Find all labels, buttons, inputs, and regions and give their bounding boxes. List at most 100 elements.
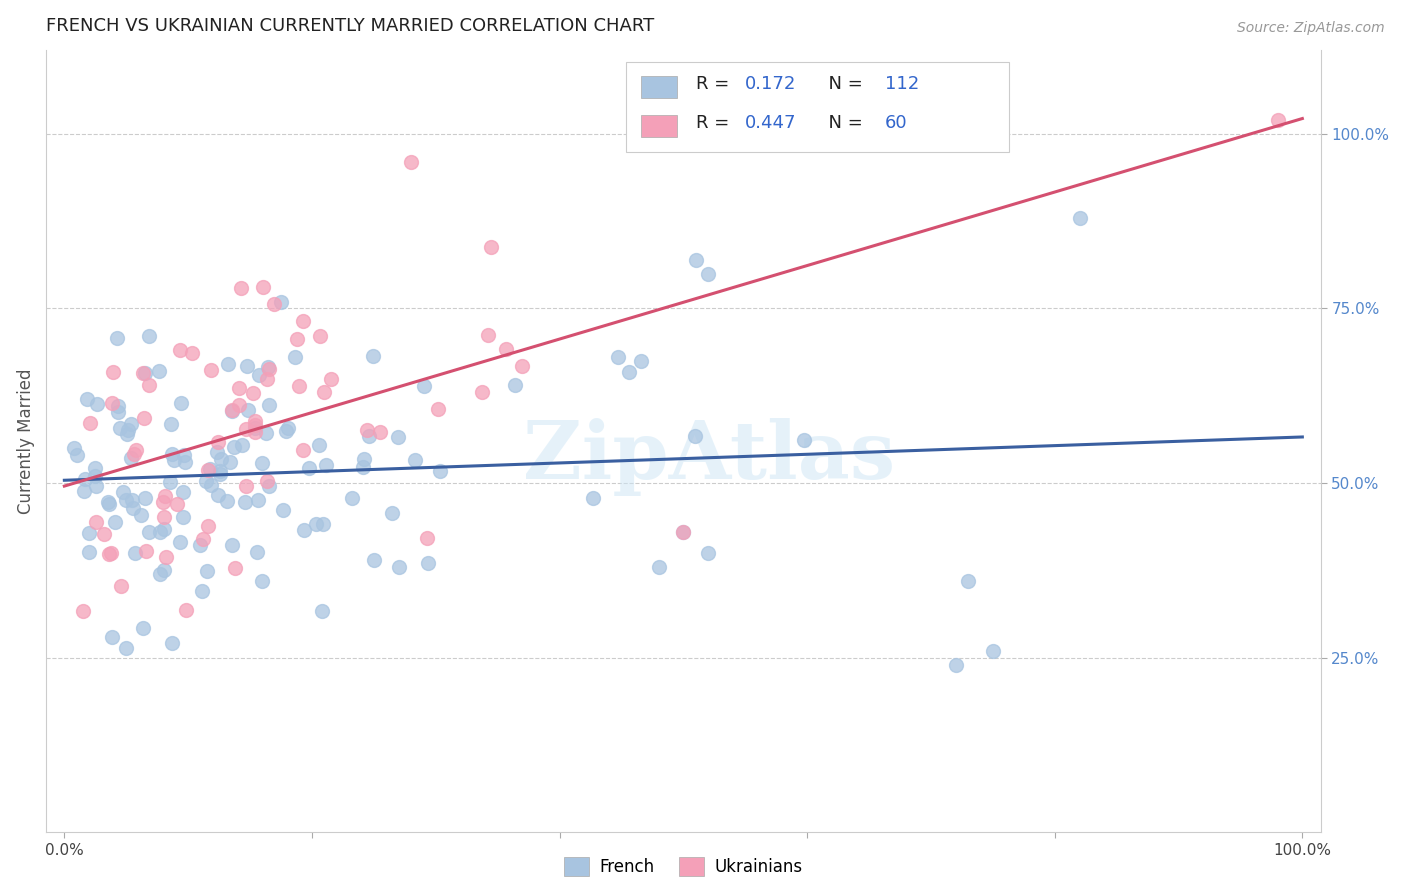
Point <box>120 450 142 465</box>
Point <box>163 452 186 467</box>
Point <box>98 497 121 511</box>
Text: ZipAtlas: ZipAtlas <box>523 417 894 496</box>
Text: N =: N = <box>817 75 869 93</box>
Point <box>257 398 280 412</box>
Text: 112: 112 <box>884 75 920 93</box>
Point <box>84 460 107 475</box>
Point <box>98 547 121 561</box>
Point <box>321 372 343 386</box>
Point <box>86 397 108 411</box>
Point <box>404 452 426 467</box>
Point <box>152 495 174 509</box>
Point <box>243 425 266 439</box>
Point <box>77 545 100 559</box>
Point <box>427 402 450 417</box>
Point <box>236 359 259 373</box>
Point <box>416 532 439 546</box>
Point <box>311 604 333 618</box>
Point <box>221 404 243 418</box>
Point <box>200 477 222 491</box>
Point <box>235 421 257 435</box>
Point <box>246 545 269 559</box>
Point <box>153 510 176 524</box>
Point <box>138 329 160 343</box>
Point <box>155 549 177 564</box>
Point <box>257 362 280 376</box>
Point <box>129 508 152 522</box>
Point <box>93 527 115 541</box>
Point <box>291 442 314 457</box>
Point <box>63 441 86 455</box>
Point <box>132 621 155 635</box>
Point <box>107 331 129 345</box>
Point <box>298 461 321 475</box>
Point <box>138 378 160 392</box>
Point <box>582 491 605 506</box>
Bar <box>641 115 676 136</box>
Point <box>122 447 145 461</box>
Point <box>238 402 260 417</box>
Point <box>180 346 202 360</box>
Point <box>135 544 157 558</box>
Point <box>152 522 174 536</box>
Point <box>159 475 181 490</box>
Point <box>305 517 328 532</box>
Point <box>110 578 132 592</box>
Point <box>160 636 183 650</box>
Point <box>647 559 669 574</box>
Point <box>207 444 229 458</box>
Point <box>172 485 194 500</box>
Text: R =: R = <box>696 114 735 132</box>
Point <box>169 343 191 357</box>
Point <box>191 584 214 599</box>
Text: Source: ZipAtlas.com: Source: ZipAtlas.com <box>1237 21 1385 35</box>
Point <box>619 365 641 379</box>
Point <box>250 456 273 470</box>
Text: R =: R = <box>696 75 735 93</box>
Point <box>121 492 143 507</box>
Point <box>73 483 96 498</box>
Point <box>257 359 280 374</box>
Point <box>471 385 494 400</box>
Point <box>195 564 218 578</box>
Point <box>100 396 122 410</box>
Point <box>231 438 253 452</box>
Point <box>219 455 242 469</box>
Point <box>246 493 269 508</box>
Point <box>166 497 188 511</box>
Y-axis label: Currently Married: Currently Married <box>17 368 35 514</box>
Point <box>312 516 335 531</box>
Point <box>97 495 120 509</box>
Point <box>79 416 101 430</box>
Point <box>84 469 107 483</box>
Point <box>252 279 274 293</box>
Point <box>243 417 266 432</box>
Point <box>277 421 299 435</box>
Point <box>72 604 94 618</box>
Text: FRENCH VS UKRAINIAN CURRENTLY MARRIED CORRELATION CHART: FRENCH VS UKRAINIAN CURRENTLY MARRIED CO… <box>46 17 654 35</box>
Point <box>257 479 280 493</box>
Point <box>363 349 385 363</box>
Point <box>197 518 219 533</box>
Point <box>104 516 127 530</box>
Point <box>243 414 266 428</box>
Point <box>100 546 122 560</box>
Point <box>114 493 136 508</box>
Text: 60: 60 <box>884 114 907 132</box>
Point <box>312 384 335 399</box>
Point <box>308 438 330 452</box>
Point <box>79 525 101 540</box>
Point <box>197 463 219 477</box>
Point <box>256 474 278 488</box>
Point <box>149 524 172 539</box>
Point <box>256 372 278 386</box>
Point <box>155 489 177 503</box>
Point <box>76 392 98 407</box>
Point <box>224 561 246 575</box>
Point <box>66 448 89 462</box>
Point <box>138 525 160 540</box>
Point <box>249 368 271 383</box>
Point <box>495 343 517 357</box>
Point <box>174 603 197 617</box>
Point <box>1267 112 1289 127</box>
